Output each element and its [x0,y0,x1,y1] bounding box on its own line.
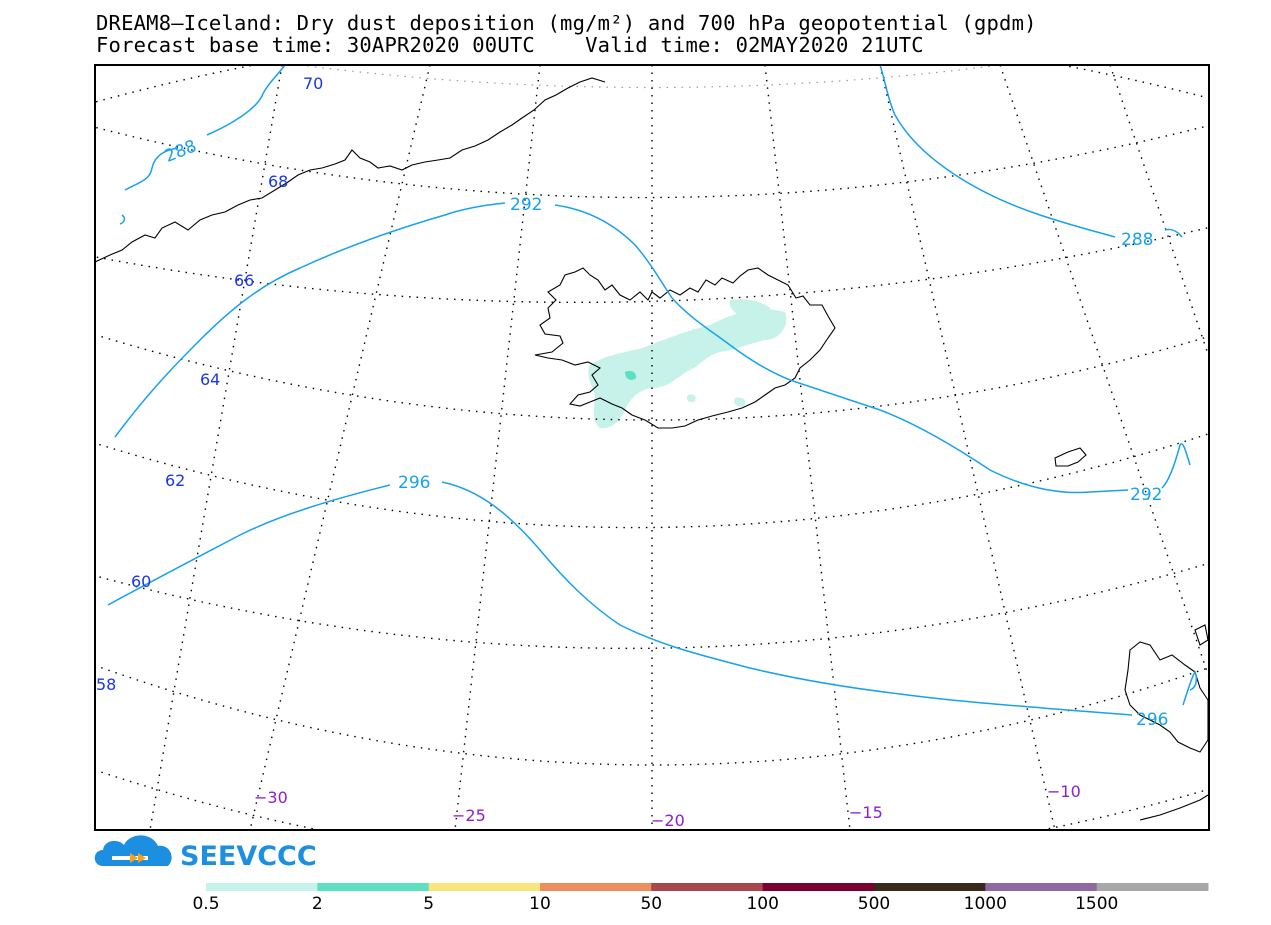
dust-deposition-shading [588,299,787,429]
latitude-label: 70 [303,74,323,93]
greenland-coastline [95,77,606,263]
legend-swatch [762,883,875,891]
coastlines [95,77,1209,821]
shetland-islands [1194,624,1209,646]
contour-292-main [114,202,1129,494]
longitude-label: −25 [452,806,486,825]
longitude-gridlines [149,65,1209,830]
contour-296-east-hook [1182,670,1198,706]
legend-threshold-label: 100 [746,894,778,914]
contour-label: 292 [510,195,542,215]
scotland-coastline [1124,641,1209,753]
longitude-label: −10 [1047,782,1081,801]
map-subtitle: Forecast base time: 30APR2020 00UTC Vali… [96,33,924,57]
iceland-coastline [534,267,836,429]
contour-label: 296 [398,473,430,493]
legend-labels: 0.5 2 5 10 50 100 500 1000 1500 [192,894,1118,914]
latitude-label: 66 [234,271,254,290]
contour-288-east [879,65,1116,238]
latitude-label: 60 [131,572,151,591]
legend-threshold-label: 1000 [964,894,1007,914]
legend-threshold-label: 1500 [1075,894,1118,914]
legend-threshold-label: 2 [312,894,323,914]
legend-swatch [540,883,652,891]
legend-swatch [206,883,318,891]
longitude-label: −30 [254,788,288,807]
contour-292-east-hook [1161,443,1191,489]
geopotential-contours [107,65,1198,716]
contour-288-west-stub [119,214,126,225]
latitude-labels: 70 68 66 64 62 60 58 [96,74,323,694]
legend-color-bar [206,883,1209,891]
map-frame [94,64,1210,831]
latitude-label: 62 [165,471,185,490]
map-title: DREAM8—Iceland: Dry dust deposition (mg/… [96,11,1037,35]
contour-label: 292 [1130,485,1162,505]
legend-swatch [651,883,764,891]
legend-threshold-label: 10 [529,894,551,914]
latitude-gridlines-light [299,65,1001,89]
faroe-islands [1054,447,1087,467]
legend-swatch [985,883,1098,891]
legend-threshold-label: 5 [423,894,434,914]
contour-labels: 288 292 288 292 296 296 [162,136,1169,730]
longitude-label: −20 [651,811,685,830]
latitude-gridlines [95,65,1209,830]
legend-threshold-label: 0.5 [192,894,219,914]
legend-swatch [317,883,430,891]
contour-296-main [107,481,1133,716]
longitude-label: −15 [849,803,883,822]
contour-label: 288 [1121,230,1153,250]
latitude-label: 58 [96,675,116,694]
britain-south-coast [1139,794,1209,821]
latitude-label: 64 [200,370,220,389]
legend-threshold-label: 500 [858,894,890,914]
contour-288-west [124,65,286,191]
logo-text: SEEVCCC [180,841,317,872]
latitude-label: 68 [268,172,288,191]
legend-swatch [428,883,541,891]
contour-288-east-hook [1164,228,1183,238]
legend-threshold-label: 50 [640,894,662,914]
cloud-arrow-logo-icon [94,835,172,866]
map-area: 288 292 288 292 296 296 70 68 66 64 62 6… [95,65,1209,830]
seevccc-logo: SEEVCCC [94,835,317,872]
contour-label: 288 [162,136,200,167]
longitude-labels: −30 −25 −20 −15 −10 [254,782,1081,830]
contour-label: 296 [1136,710,1168,730]
legend-swatch [874,883,986,891]
legend-swatch [1096,883,1209,891]
